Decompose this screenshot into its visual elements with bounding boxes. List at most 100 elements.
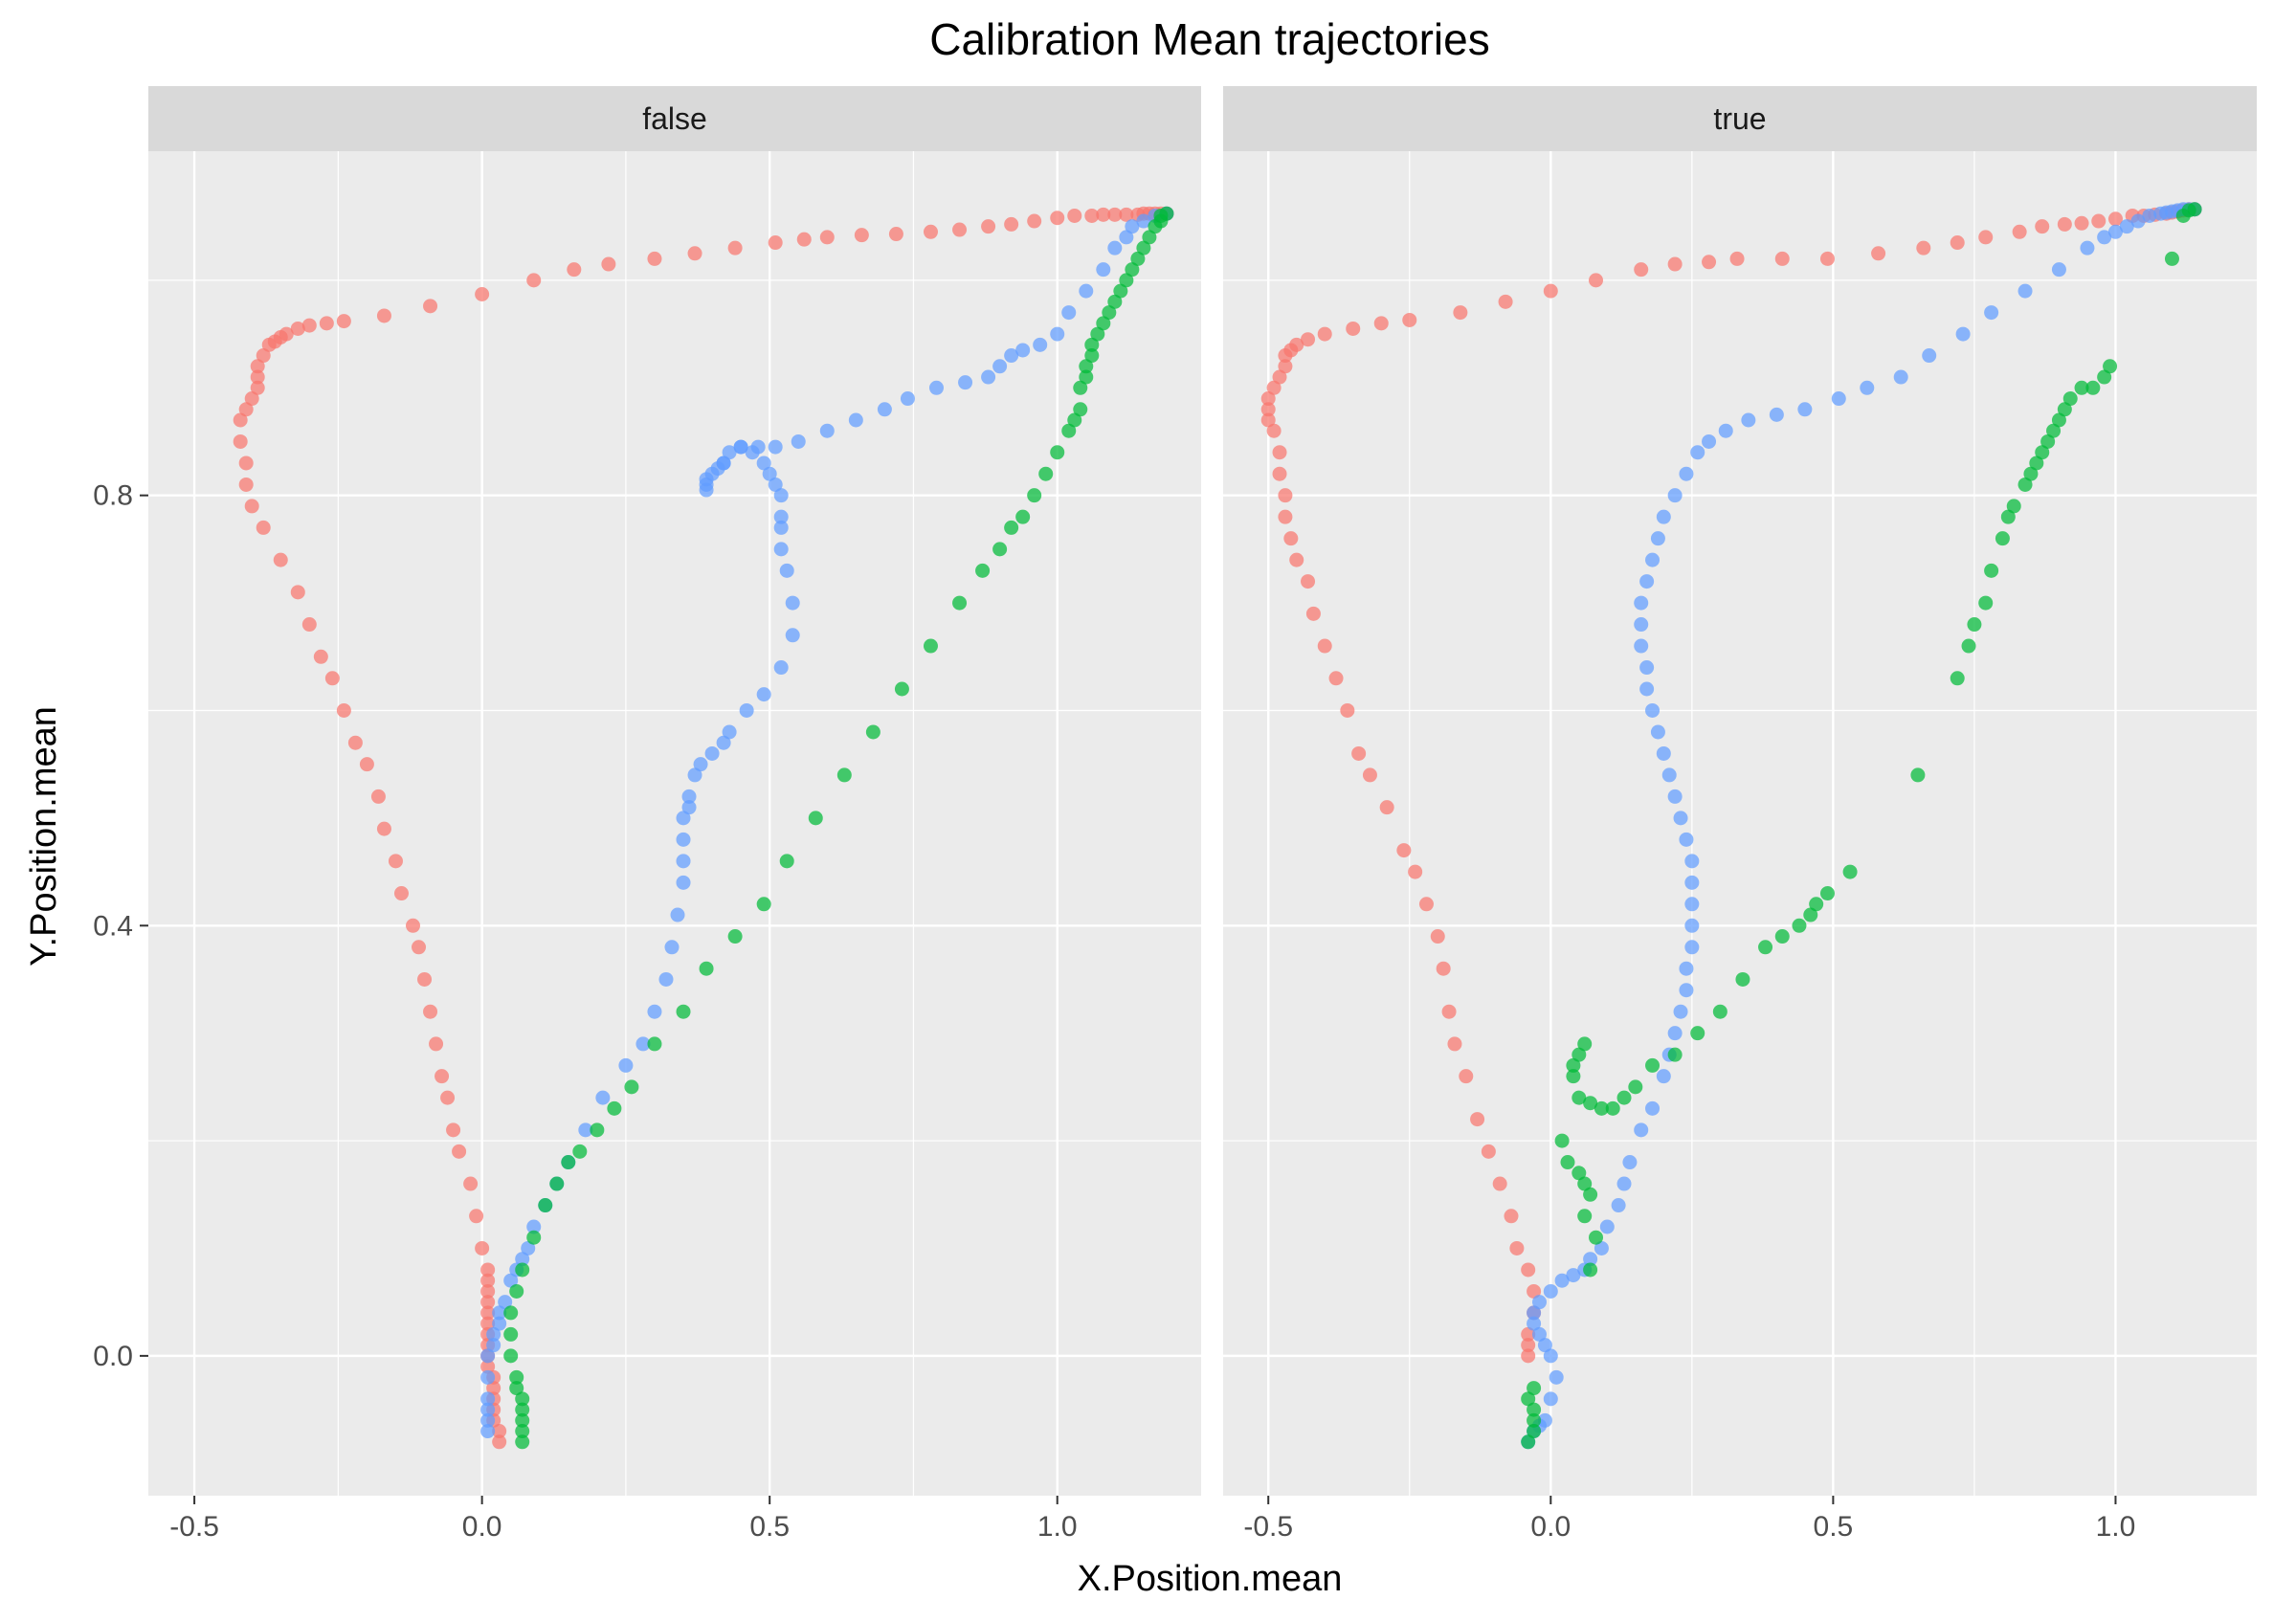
data-point	[1379, 800, 1394, 815]
data-point	[768, 439, 783, 455]
data-point	[515, 1424, 530, 1439]
data-point	[1803, 907, 1818, 922]
data-point	[2187, 202, 2202, 217]
data-point	[1301, 574, 1316, 589]
data-point	[1278, 509, 1293, 524]
data-point	[1073, 402, 1088, 417]
data-point	[595, 1090, 611, 1105]
data-point	[1050, 211, 1065, 226]
data-point	[1289, 552, 1304, 567]
data-point	[1634, 595, 1649, 611]
data-point	[1119, 207, 1134, 222]
data-point	[1073, 380, 1088, 395]
data-point	[515, 1391, 530, 1407]
data-point	[429, 1036, 444, 1052]
data-point	[1527, 1381, 1542, 1396]
data-point	[1033, 337, 1048, 352]
data-point	[2035, 445, 2050, 460]
data-point	[2085, 380, 2101, 395]
data-point	[2046, 423, 2062, 438]
data-point	[773, 542, 789, 557]
data-point	[567, 262, 582, 278]
data-point	[635, 1036, 651, 1052]
data-point	[1667, 789, 1683, 804]
data-point	[1084, 337, 1100, 352]
data-point	[244, 499, 259, 514]
data-point	[2062, 391, 2078, 407]
data-point	[1611, 1198, 1626, 1213]
data-point	[1305, 606, 1321, 621]
data-point	[888, 227, 903, 242]
data-point	[1645, 702, 1661, 718]
data-point	[1004, 520, 1019, 535]
data-point	[1566, 1057, 1581, 1073]
data-point	[1346, 321, 1361, 336]
facet-panel-true: true -0.5 0.0 0.5 1.0	[1223, 86, 2257, 1543]
data-point	[676, 832, 691, 847]
data-point	[480, 1316, 496, 1331]
data-point	[2080, 240, 2095, 256]
data-point	[819, 230, 835, 245]
data-point	[233, 433, 248, 449]
data-point	[733, 439, 748, 455]
data-point	[1978, 230, 1994, 245]
data-point	[773, 509, 789, 524]
data-point	[1136, 240, 1151, 256]
data-point	[1362, 767, 1377, 783]
data-point	[618, 1057, 634, 1073]
data-point	[779, 563, 794, 578]
data-point	[393, 886, 409, 901]
data-point	[773, 660, 789, 676]
data-point	[1272, 369, 1287, 385]
data-point	[503, 1326, 519, 1342]
data-point	[624, 1079, 639, 1095]
facet-panels: false -0.5 0.0 0.5 1.0 0.0 0.4 0.8 true -0.5 0.0 0.…	[93, 86, 2257, 1543]
data-point	[256, 348, 271, 364]
data-point	[572, 1144, 588, 1159]
data-point	[515, 1402, 530, 1417]
data-point	[1408, 864, 1423, 879]
data-point	[480, 1391, 496, 1407]
data-point	[2017, 477, 2033, 492]
data-point	[2057, 216, 2072, 232]
data-point	[1922, 348, 1937, 364]
data-point	[981, 219, 996, 234]
data-point	[676, 875, 691, 890]
x-tick-label: -0.5	[1243, 1511, 1293, 1543]
data-point	[923, 224, 938, 239]
data-point	[1096, 262, 1111, 278]
data-point	[1577, 1209, 1593, 1224]
data-point	[900, 391, 915, 407]
data-point	[1583, 1187, 1598, 1202]
data-point	[1684, 918, 1700, 933]
data-point	[1831, 391, 1846, 407]
data-point	[1667, 256, 1683, 272]
data-point	[2006, 499, 2021, 514]
data-point	[773, 488, 789, 503]
data-point	[1351, 745, 1367, 761]
data-point	[1531, 1295, 1547, 1310]
data-point	[1079, 369, 1094, 385]
data-point	[526, 1219, 542, 1234]
data-point	[486, 1326, 502, 1342]
data-point	[1521, 1434, 1536, 1450]
data-point	[1718, 423, 1733, 438]
data-point	[756, 687, 771, 702]
series-1	[480, 206, 1174, 1439]
y-tick-label: 0.0	[93, 1341, 133, 1372]
data-point	[1373, 316, 1389, 331]
data-point	[452, 1144, 467, 1159]
data-point	[1067, 208, 1082, 223]
data-point	[1978, 595, 1994, 611]
data-point	[1679, 983, 1694, 998]
data-point	[2107, 211, 2123, 227]
data-point	[492, 1305, 507, 1321]
data-point	[412, 940, 427, 955]
data-point	[1673, 1004, 1688, 1019]
data-point	[1639, 660, 1655, 676]
data-point	[1702, 433, 1717, 449]
data-point	[1266, 423, 1282, 438]
data-point	[590, 1122, 605, 1138]
data-point	[877, 402, 892, 417]
data-point	[819, 423, 835, 438]
